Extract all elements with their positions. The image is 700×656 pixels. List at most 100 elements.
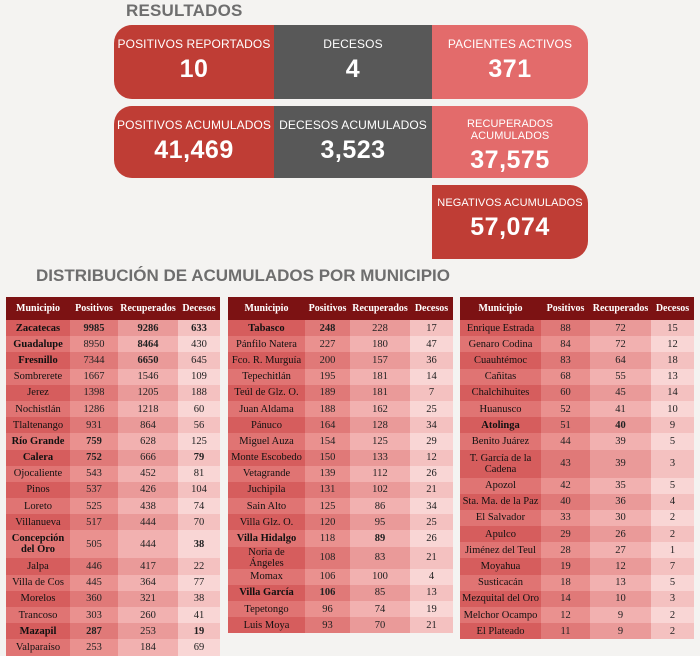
table-row: T. García de la Cadena 43 39 3	[460, 449, 694, 478]
recuperados-cell: 9	[590, 623, 651, 640]
table-row: Chalchihuites 60 45 14	[460, 384, 694, 401]
positivos-cell: 96	[305, 601, 350, 618]
municipio-cell: Cuauhtémoc	[460, 352, 541, 369]
card-label: DECESOS	[323, 37, 383, 51]
recuperados-cell: 72	[590, 336, 651, 353]
positivos-cell: 1667	[70, 368, 118, 385]
recuperados-cell: 321	[118, 590, 178, 607]
table-row: Cuauhtémoc 83 64 18	[460, 352, 694, 369]
positivos-cell: 11	[541, 623, 590, 640]
municipio-cell: Moyahua	[460, 558, 541, 575]
recuperados-cell: 40	[590, 417, 651, 434]
table-row: Pánuco 164 128 34	[228, 417, 453, 434]
positivos-cell: 287	[70, 623, 118, 640]
recuperados-cell: 100	[350, 568, 410, 585]
table-row: Fco. R. Murguía 200 157 36	[228, 352, 453, 369]
table-row: Concepción del Oro 505 444 38	[6, 530, 220, 559]
table-row: Calera 752 666 79	[6, 449, 220, 466]
positivos-cell: 12	[541, 607, 590, 624]
card-pacientes-activos: PACIENTES ACTIVOS 371	[432, 25, 588, 99]
decesos-cell: 70	[178, 514, 220, 531]
table-row: Juan Aldama 188 162 25	[228, 400, 453, 418]
municipio-cell: Chalchihuites	[460, 384, 541, 401]
decesos-cell: 109	[178, 368, 220, 385]
municipio-cell: Juchipila	[228, 481, 305, 499]
decesos-cell: 21	[410, 546, 453, 569]
table-header-cell: Municipio	[228, 297, 305, 320]
card-value: 371	[488, 55, 532, 83]
municipio-cell: Enrique Estrada	[460, 320, 541, 337]
positivos-cell: 200	[305, 352, 350, 369]
decesos-cell: 36	[410, 352, 453, 369]
card-positivos-reportados: POSITIVOS REPORTADOS 10	[114, 25, 274, 99]
recuperados-cell: 72	[590, 320, 651, 337]
table-row: Pinos 537 426 104	[6, 481, 220, 499]
table-row: Nochistlán 1286 1218 60	[6, 400, 220, 418]
municipio-cell: Guadalupe	[6, 336, 70, 353]
recuperados-cell: 452	[118, 465, 178, 482]
decesos-cell: 5	[651, 433, 694, 450]
table-row: Ojocaliente 543 452 81	[6, 465, 220, 482]
municipio-cell: Nochistlán	[6, 400, 70, 418]
decesos-cell: 47	[410, 336, 453, 353]
table-row: Luis Moya 93 70 21	[228, 617, 453, 634]
table-row: Melchor Ocampo 12 9 2	[460, 607, 694, 624]
decesos-cell: 34	[410, 417, 453, 434]
card-value: 10	[179, 55, 209, 83]
card-decesos-acumulados: DECESOS ACUMULADOS 3,523	[274, 106, 432, 178]
decesos-cell: 26	[410, 465, 453, 482]
decesos-cell: 2	[651, 509, 694, 527]
recuperados-cell: 39	[590, 449, 651, 478]
municipio-cell: Apulco	[460, 526, 541, 543]
table-row: Villa de Cos 445 364 77	[6, 574, 220, 591]
municipio-cell: Tabasco	[228, 320, 305, 337]
recuperados-cell: 112	[350, 465, 410, 482]
decesos-cell: 77	[178, 574, 220, 591]
decesos-cell: 3	[651, 590, 694, 607]
recuperados-cell: 364	[118, 574, 178, 591]
recuperados-cell: 157	[350, 352, 410, 369]
decesos-cell: 79	[178, 449, 220, 466]
decesos-cell: 13	[410, 584, 453, 601]
decesos-cell: 38	[178, 530, 220, 559]
positivos-cell: 537	[70, 481, 118, 499]
distribution-title: DISTRIBUCIÓN DE ACUMULADOS POR MUNICIPIO	[36, 266, 450, 285]
recuperados-cell: 426	[118, 481, 178, 499]
table-row: Villa Glz. O. 120 95 25	[228, 514, 453, 531]
table-row: Cañitas 68 55 13	[460, 368, 694, 385]
positivos-cell: 150	[305, 449, 350, 466]
table-header-cell: Decesos	[651, 297, 694, 320]
decesos-cell: 645	[178, 352, 220, 369]
recuperados-cell: 417	[118, 558, 178, 575]
table-header-cell: Positivos	[70, 297, 118, 320]
recuperados-cell: 8464	[118, 336, 178, 353]
card-label: RECUPERADOS ACUMULADOS	[466, 118, 554, 142]
positivos-cell: 40	[541, 493, 590, 510]
decesos-cell: 10	[651, 400, 694, 418]
municipio-cell: Tepetongo	[228, 601, 305, 618]
decesos-cell: 22	[178, 558, 220, 575]
municipio-cell: T. García de la Cadena	[460, 449, 541, 478]
recuperados-cell: 10	[590, 590, 651, 607]
decesos-cell: 188	[178, 384, 220, 401]
decesos-cell: 41	[178, 607, 220, 624]
table-header-cell: Municipio	[6, 297, 70, 320]
decesos-cell: 7	[410, 384, 453, 401]
card-label: POSITIVOS REPORTADOS	[117, 37, 271, 51]
decesos-cell: 74	[178, 498, 220, 515]
recuperados-cell: 125	[350, 433, 410, 450]
decesos-cell: 15	[651, 320, 694, 337]
municipio-cell: Tlaltenango	[6, 417, 70, 434]
municipio-cell: Jalpa	[6, 558, 70, 575]
decesos-cell: 19	[178, 623, 220, 640]
table-row: Trancoso 303 260 41	[6, 607, 220, 624]
municipio-cell: Villa García	[228, 584, 305, 601]
decesos-cell: 633	[178, 320, 220, 337]
table-row: Tlaltenango 931 864 56	[6, 417, 220, 434]
positivos-cell: 83	[541, 352, 590, 369]
positivos-cell: 543	[70, 465, 118, 482]
positivos-cell: 18	[541, 574, 590, 591]
municipio-cell: Fresnillo	[6, 352, 70, 369]
positivos-cell: 14	[541, 590, 590, 607]
positivos-cell: 29	[541, 526, 590, 543]
